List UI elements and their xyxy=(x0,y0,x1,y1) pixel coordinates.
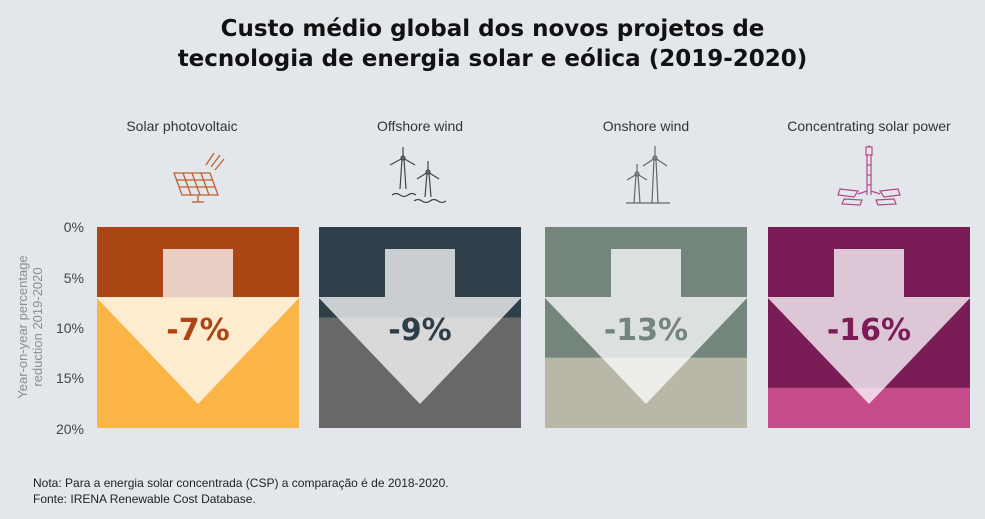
value-label-offshore-wind: -9% xyxy=(388,313,451,348)
arrow-csp xyxy=(767,249,971,404)
chart-title: Custo médio global dos novos projetos de… xyxy=(0,14,985,74)
arrow-offshore-wind xyxy=(318,249,522,404)
category-label-solar-pv: Solar photovoltaic xyxy=(126,118,238,134)
category-label-offshore-wind: Offshore wind xyxy=(376,118,464,134)
arrow-solar-pv xyxy=(96,249,300,404)
chart-title-line-2: tecnologia de energia solar e eólica (20… xyxy=(177,46,808,72)
offshore-wind-icon xyxy=(389,147,447,204)
chart-title-line-1: Custo médio global dos novos projetos de xyxy=(220,16,765,42)
category-label-csp: Concentrating solar power xyxy=(787,118,951,134)
value-label-solar-pv: -7% xyxy=(166,313,229,348)
y-tick-15: 15% xyxy=(55,370,84,386)
onshore-wind-icon xyxy=(626,146,670,204)
value-label-onshore-wind: -13% xyxy=(604,313,688,348)
value-label-csp: -16% xyxy=(827,313,911,348)
footnote: Nota: Para a energia solar concentrada (… xyxy=(33,476,449,490)
y-tick-20: 20% xyxy=(55,421,84,437)
category-label-onshore-wind: Onshore wind xyxy=(602,118,690,134)
solar-panel-icon xyxy=(173,152,225,203)
y-tick-10: 10% xyxy=(55,320,84,336)
arrow-onshore-wind xyxy=(544,249,748,404)
csp-tower-icon xyxy=(837,145,901,206)
y-tick-0: 0% xyxy=(63,219,84,235)
y-tick-5: 5% xyxy=(63,270,84,286)
source-note: Fonte: IRENA Renewable Cost Database. xyxy=(33,492,256,506)
